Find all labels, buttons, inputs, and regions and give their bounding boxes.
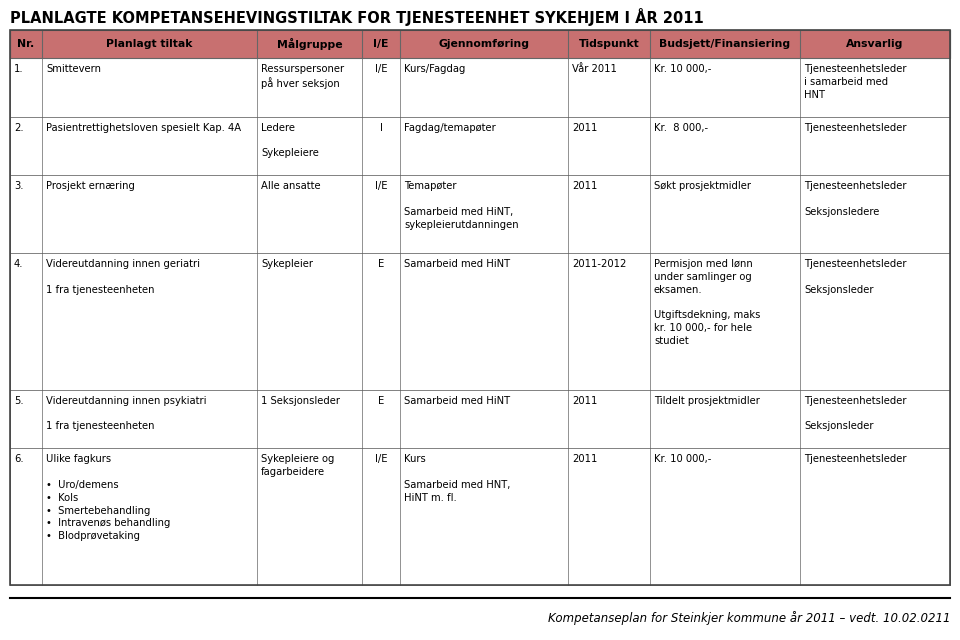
Text: Gjennomføring: Gjennomføring (439, 39, 530, 49)
Text: 2011: 2011 (572, 396, 597, 406)
Text: Målgruppe: Målgruppe (276, 38, 343, 50)
Text: E: E (378, 259, 384, 269)
Text: 2011-2012: 2011-2012 (572, 259, 626, 269)
Text: Fagdag/temapøter: Fagdag/temapøter (404, 122, 495, 132)
Text: E: E (378, 396, 384, 406)
Text: 3.: 3. (14, 181, 23, 191)
Text: Videreutdanning innen psykiatri

1 fra tjenesteenheten: Videreutdanning innen psykiatri 1 fra tj… (46, 396, 206, 431)
Text: 6.: 6. (14, 454, 24, 465)
Text: Videreutdanning innen geriatri

1 fra tjenesteenheten: Videreutdanning innen geriatri 1 fra tje… (46, 259, 200, 295)
Text: Tjenesteenhetsleder

Seksjonsleder: Tjenesteenhetsleder Seksjonsleder (804, 396, 906, 431)
Text: Tidspunkt: Tidspunkt (579, 39, 639, 49)
Text: 1.: 1. (14, 64, 24, 74)
Text: Kr.  8 000,-: Kr. 8 000,- (654, 122, 708, 132)
Text: Nr.: Nr. (17, 39, 35, 49)
Text: Temapøter

Samarbeid med HiNT,
sykepleierutdanningen: Temapøter Samarbeid med HiNT, sykepleier… (404, 181, 518, 230)
Text: Budsjett/Finansiering: Budsjett/Finansiering (660, 39, 791, 49)
Text: Kompetanseplan for Steinkjer kommune år 2011 – vedt. 10.02.0211: Kompetanseplan for Steinkjer kommune år … (547, 611, 950, 625)
Text: Kr. 10 000,-: Kr. 10 000,- (654, 454, 711, 465)
Text: Permisjon med lønn
under samlinger og
eksamen.

Utgiftsdekning, maks
kr. 10 000,: Permisjon med lønn under samlinger og ek… (654, 259, 760, 346)
Bar (10, 449, 950, 585)
Text: 5.: 5. (14, 396, 24, 406)
Text: Kurs

Samarbeid med HNT,
HiNT m. fl.: Kurs Samarbeid med HNT, HiNT m. fl. (404, 454, 511, 503)
Text: I/E: I/E (374, 454, 387, 465)
Text: Tjenesteenhetsleder

Seksjonsleder: Tjenesteenhetsleder Seksjonsleder (804, 259, 906, 295)
Text: Ansvarlig: Ansvarlig (847, 39, 903, 49)
Bar (10, 58, 950, 116)
Text: Pasientrettighetsloven spesielt Kap. 4A: Pasientrettighetsloven spesielt Kap. 4A (46, 122, 241, 132)
Text: 4.: 4. (14, 259, 23, 269)
Text: Samarbeid med HiNT: Samarbeid med HiNT (404, 396, 510, 406)
Text: Planlagt tiltak: Planlagt tiltak (107, 39, 193, 49)
Text: PLANLAGTE KOMPETANSEHEVINGSTILTAK FOR TJENESTEENHET SYKEHJEM I ÅR 2011: PLANLAGTE KOMPETANSEHEVINGSTILTAK FOR TJ… (10, 8, 704, 26)
Text: I/E: I/E (373, 39, 389, 49)
Text: 2011: 2011 (572, 181, 597, 191)
Text: Ulike fagkurs

•  Uro/demens
•  Kols
•  Smertebehandling
•  Intravenøs behandlin: Ulike fagkurs • Uro/demens • Kols • Smer… (46, 454, 170, 541)
Text: Tildelt prosjektmidler: Tildelt prosjektmidler (654, 396, 760, 406)
Text: Vår 2011: Vår 2011 (572, 64, 617, 74)
Text: I: I (379, 122, 382, 132)
Text: Kurs/Fagdag: Kurs/Fagdag (404, 64, 466, 74)
Text: Sykepleier: Sykepleier (261, 259, 313, 269)
Bar (10, 253, 950, 390)
Text: 2.: 2. (14, 122, 24, 132)
Text: 2011: 2011 (572, 454, 597, 465)
Text: Samarbeid med HiNT: Samarbeid med HiNT (404, 259, 510, 269)
Bar (10, 116, 950, 175)
Text: 2011: 2011 (572, 122, 597, 132)
Bar (10, 30, 950, 58)
Text: Smittevern: Smittevern (46, 64, 101, 74)
Text: Tjenesteenhetsleder: Tjenesteenhetsleder (804, 122, 906, 132)
Text: Tjenesteenhetsleder: Tjenesteenhetsleder (804, 454, 906, 465)
Text: 1 Seksjonsleder: 1 Seksjonsleder (261, 396, 340, 406)
Text: Tjenesteenhetsleder

Seksjonsledere: Tjenesteenhetsleder Seksjonsledere (804, 181, 906, 217)
Bar (10, 30, 950, 585)
Text: Ledere

Sykepleiere: Ledere Sykepleiere (261, 122, 319, 158)
Text: Kr. 10 000,-: Kr. 10 000,- (654, 64, 711, 74)
Text: Alle ansatte: Alle ansatte (261, 181, 321, 191)
Text: Prosjekt ernæring: Prosjekt ernæring (46, 181, 134, 191)
Text: Ressurspersoner
på hver seksjon: Ressurspersoner på hver seksjon (261, 64, 344, 90)
Text: Tjenesteenhetsleder
i samarbeid med
HNT: Tjenesteenhetsleder i samarbeid med HNT (804, 64, 906, 100)
Bar (10, 390, 950, 449)
Text: Søkt prosjektmidler: Søkt prosjektmidler (654, 181, 751, 191)
Bar (10, 175, 950, 253)
Text: Sykepleiere og
fagarbeidere: Sykepleiere og fagarbeidere (261, 454, 334, 477)
Text: I/E: I/E (374, 64, 387, 74)
Text: I/E: I/E (374, 181, 387, 191)
